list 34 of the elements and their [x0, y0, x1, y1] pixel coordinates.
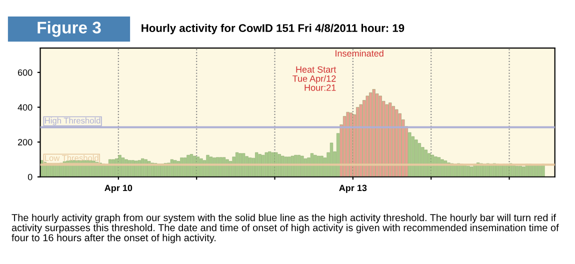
y-tick-label: 400	[18, 104, 32, 111]
bar	[274, 152, 278, 177]
bar	[118, 154, 122, 177]
chart-title: Figure 3	[38, 21, 101, 37]
bar	[356, 107, 360, 177]
bar	[378, 96, 382, 177]
bar	[366, 96, 369, 177]
annotation: Heat Start Tue Apr/12 Hour:21	[292, 66, 336, 91]
bar	[392, 106, 395, 177]
ref-line-label: Low Threshold	[45, 154, 98, 161]
x-tick-label: Apr 13	[339, 184, 367, 193]
y-tick-label: 0	[28, 174, 32, 180]
annotation: Inseminated	[336, 50, 384, 57]
bar	[193, 156, 196, 177]
bar	[346, 112, 350, 177]
bar	[408, 132, 412, 177]
bar	[428, 153, 431, 177]
bar	[385, 104, 388, 177]
x-tick-label: Apr 10	[104, 184, 132, 193]
bar	[359, 104, 362, 177]
y-tick-label: 600	[18, 69, 32, 76]
bar	[398, 113, 402, 177]
bar	[343, 116, 346, 177]
bar	[369, 92, 372, 177]
bar	[271, 152, 274, 177]
ref-line-label: High Threshold	[45, 117, 100, 126]
y-tick-label: 200	[18, 139, 32, 146]
bar	[372, 89, 376, 177]
bar	[395, 109, 398, 177]
bar	[330, 142, 334, 177]
bar	[350, 112, 353, 177]
chart-subtitle: Hourly activity for CowID 151 Fri 4/8/2011 hour: 19	[142, 24, 404, 34]
text: The hourly activity graph from our system with the solid blue line as the high activity threshold. The hourly bar will turn red if activity surpasses this threshold. The date and time of onset of high activity is given with recommended insemination time of four to 16 hours after the onset of high activity.	[12, 214, 559, 244]
bar	[388, 102, 392, 177]
